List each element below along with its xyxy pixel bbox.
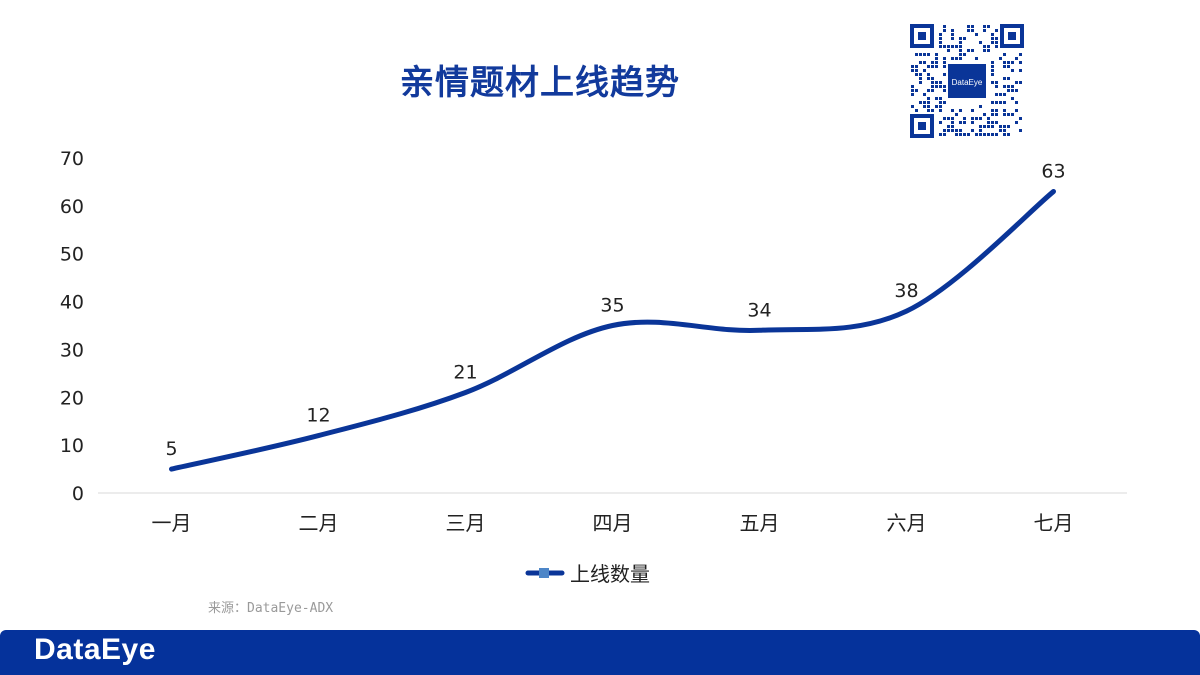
data-label: 21 [453,362,477,384]
data-label: 12 [306,405,330,427]
y-tick-label: 60 [60,196,84,218]
footer-bar: DataEye [0,630,1200,675]
data-label: 38 [894,280,918,302]
y-tick-label: 0 [72,483,84,505]
data-label: 63 [1041,161,1065,183]
x-tick-label: 六月 [887,511,927,535]
x-tick-label: 五月 [740,511,780,535]
y-tick-label: 10 [60,435,84,457]
y-tick-label: 40 [60,292,84,314]
source-note: 来源：DataEye-ADX [208,601,334,616]
chart-title: 亲情题材上线趋势 [400,63,680,103]
x-tick-label: 一月 [152,511,192,535]
x-tick-label: 三月 [446,511,486,535]
data-label: 35 [600,295,624,317]
y-tick-label: 20 [60,387,84,409]
brand-logo: DataEye [34,633,156,666]
x-tick-label: 四月 [593,511,633,535]
line-chart: 0 10 20 30 40 50 60 70 一月 二月 三月 四月 五月 六月 七月 5 12 21 35 34… [60,148,1127,586]
y-tick-label: 30 [60,339,84,361]
data-label: 5 [165,438,177,460]
legend: 上线数量 [525,562,650,586]
x-tick-label: 二月 [299,511,339,535]
legend-label: 上线数量 [570,562,650,586]
data-label: 34 [747,299,771,321]
qr-center-label: DataEye [952,78,983,87]
x-tick-label: 七月 [1034,511,1074,535]
y-tick-label: 50 [60,244,84,266]
qr-code-icon: DataEye [908,22,1026,140]
series-line-上线数量 [169,189,1056,472]
y-tick-label: 70 [60,148,84,170]
